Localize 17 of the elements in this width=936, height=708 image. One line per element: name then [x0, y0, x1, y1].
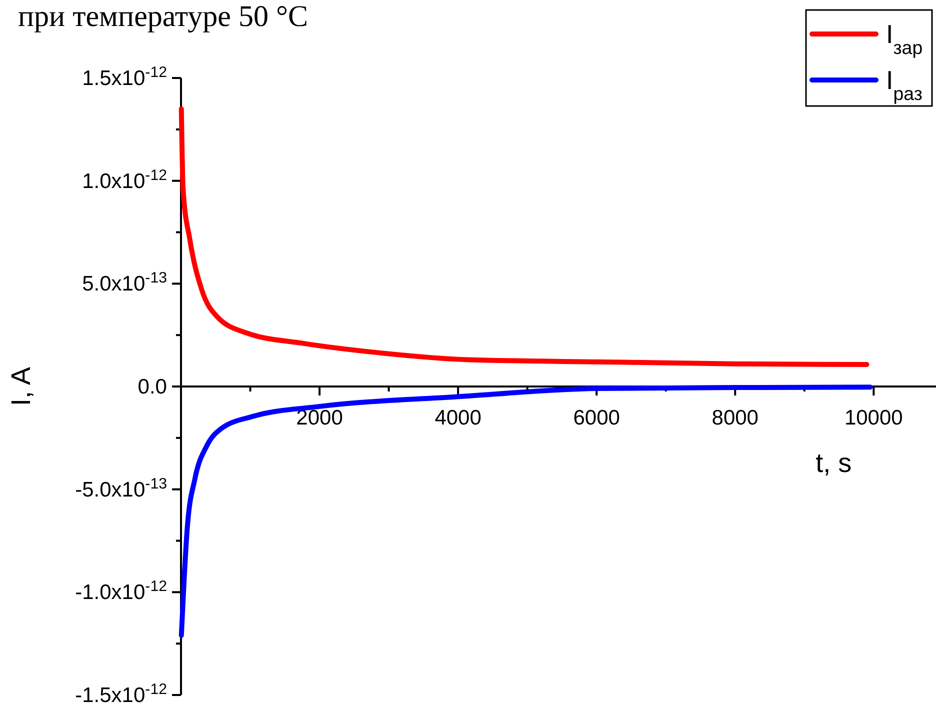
y-tick-label: 5.0x10$^{-13}$: [82, 269, 167, 296]
x-tick-label: 6000: [573, 406, 620, 430]
y-tick-label: -1.5x10$^{-12}$: [75, 680, 167, 707]
x-tick-label: 10000: [844, 406, 903, 430]
y-tick-label: -5.0x10$^{-13}$: [75, 474, 167, 502]
x-axis-title: t, s: [816, 448, 852, 478]
chart-title: при температуре 50 °C: [18, 0, 308, 33]
x-tick-label: 8000: [712, 406, 758, 430]
y-tick-label: -1.0x10$^{-12}$: [75, 578, 167, 604]
y-tick-label: 1.0x10$^{-12}$: [82, 166, 167, 193]
legend-label: I$_{зар}$: [886, 19, 923, 58]
x-tick-label: 4000: [434, 406, 482, 430]
y-tick-label: 0.0: [138, 376, 167, 398]
y-axis-title: I, A: [6, 366, 36, 406]
y-tick-label: 1.5x10$^{-12}$: [82, 64, 167, 90]
x-tick-label: 2000: [296, 406, 343, 430]
legend-label: I$_{раз}$: [886, 65, 922, 104]
